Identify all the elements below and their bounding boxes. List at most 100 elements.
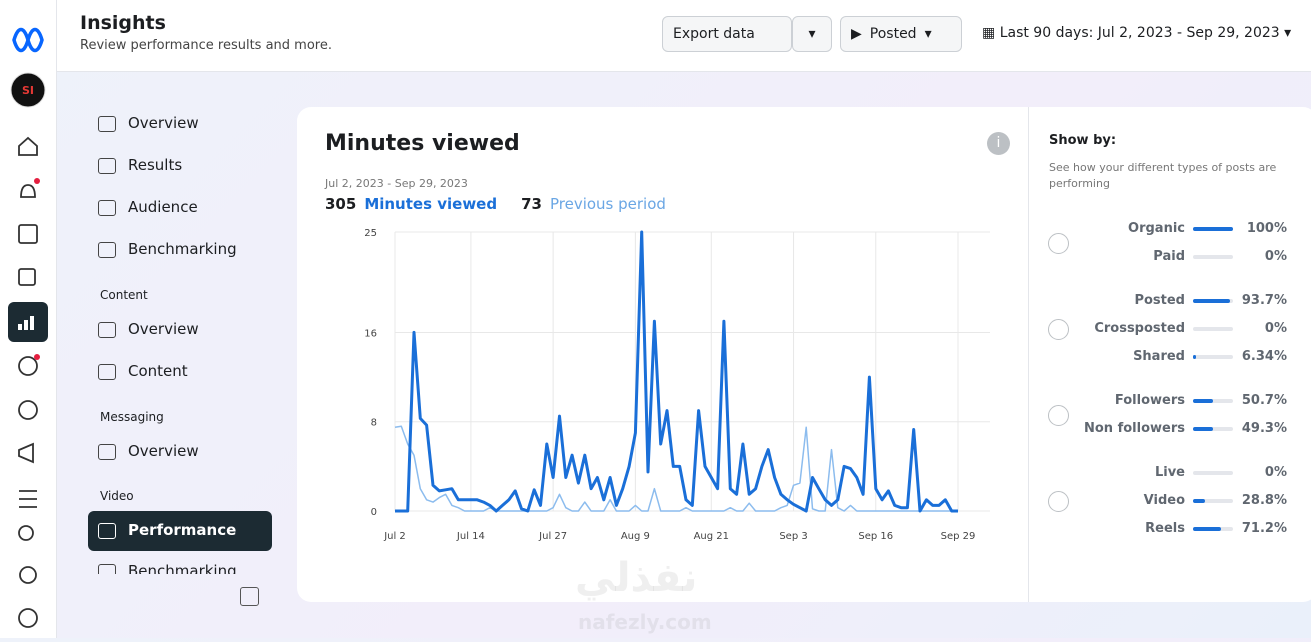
- row-label: Paid: [1153, 249, 1185, 264]
- nav-icon: [98, 364, 116, 380]
- nav-icon: [98, 564, 116, 574]
- row-value: 6.34%: [1241, 349, 1287, 364]
- nav-item[interactable]: Overview: [88, 310, 272, 350]
- show-by-title: Show by:: [1049, 133, 1117, 148]
- x-tick-label: Sep 3: [779, 531, 807, 542]
- bar: [1193, 355, 1196, 359]
- summary: 305 Minutes viewed 73 Previous period: [325, 195, 666, 213]
- nav-label: Results: [128, 156, 183, 174]
- nav-section-heading: Video: [100, 489, 134, 503]
- row-label: Non followers: [1084, 421, 1185, 436]
- filter-button[interactable]: ▶ Posted ▾: [840, 16, 962, 52]
- radio[interactable]: [1048, 233, 1069, 254]
- nav-item[interactable]: Audience: [88, 188, 272, 228]
- nav-icon: [98, 444, 116, 460]
- export-button[interactable]: Export data: [662, 16, 792, 52]
- series-line: [394, 425, 958, 512]
- chart-date: Jul 2, 2023 - Sep 29, 2023: [325, 177, 468, 190]
- help-icon[interactable]: [18, 608, 38, 628]
- nav-icon: [98, 523, 116, 539]
- show-by-description: See how your different types of posts ar…: [1049, 161, 1277, 190]
- legend-item[interactable]: Minutes viewed: [364, 195, 498, 213]
- page-avatar[interactable]: [10, 72, 46, 108]
- nav-item[interactable]: Results: [88, 146, 272, 186]
- nav-label: Overview: [128, 320, 199, 338]
- filter-label: Posted: [869, 26, 917, 42]
- bar: [1193, 427, 1213, 431]
- nav-item[interactable]: Content: [88, 352, 272, 392]
- bar-track: [1193, 499, 1233, 503]
- nav-item[interactable]: Performance: [88, 511, 272, 551]
- y-tick-label: 16: [364, 328, 377, 339]
- row-label: Crossposted: [1094, 321, 1185, 336]
- row-value: 93.7%: [1241, 293, 1287, 308]
- row-value: 100%: [1246, 221, 1287, 236]
- row-label: Followers: [1114, 393, 1185, 408]
- nav-item[interactable]: Overview: [88, 432, 272, 472]
- x-tick-label: Jul 27: [538, 531, 567, 542]
- table-icon[interactable]: [18, 224, 38, 244]
- nav-section-heading: Messaging: [100, 410, 164, 424]
- legend-item[interactable]: Previous period: [549, 195, 666, 213]
- nav-icon: [98, 116, 116, 132]
- row-label: Video: [1143, 493, 1185, 508]
- posts-icon[interactable]: [18, 268, 36, 286]
- icon-rail: SI: [0, 0, 57, 638]
- chart-title: Minutes viewed: [325, 131, 520, 156]
- nav-label: Audience: [128, 198, 198, 216]
- rail-icons: SI: [8, 27, 48, 628]
- row-value: 0%: [1264, 321, 1287, 336]
- export-menu[interactable]: ▾: [792, 16, 832, 52]
- card: Minutes viewed i Jul 2, 2023 - Sep 29, 2…: [297, 107, 1311, 602]
- bar-track: [1193, 327, 1233, 331]
- date-range-label: Last 90 days: Jul 2, 2023 - Sep 29, 2023: [999, 25, 1280, 41]
- x-tick-label: Sep 16: [858, 531, 893, 542]
- date-range[interactable]: ▦ Last 90 days: Jul 2, 2023 - Sep 29, 20…: [982, 25, 1292, 41]
- row-value: 0%: [1264, 465, 1287, 480]
- info-icon[interactable]: i: [987, 132, 1010, 155]
- nav-item[interactable]: Benchmarking: [88, 230, 272, 270]
- row-value: 71.2%: [1241, 521, 1287, 536]
- chart: 0 8 16 25 Jul 2 Jul 14 Jul 27 Aug 9 Aug 21 Sep 3 S…: [364, 228, 990, 542]
- y-tick-label: 8: [371, 418, 377, 429]
- search-icon[interactable]: [18, 525, 34, 541]
- bar: [1193, 299, 1231, 303]
- row-value: 50.7%: [1241, 393, 1287, 408]
- bar-track: [1193, 355, 1233, 359]
- x-tick-label: Aug 9: [621, 531, 650, 542]
- money-icon[interactable]: [18, 400, 38, 420]
- menu-icon[interactable]: [19, 490, 37, 508]
- row-label: Shared: [1133, 349, 1185, 364]
- bar: [1193, 527, 1222, 531]
- nav-label: Benchmarking: [128, 240, 237, 258]
- nav-icon: [98, 158, 116, 174]
- radio[interactable]: [1048, 491, 1069, 512]
- ads-icon[interactable]: [18, 442, 34, 464]
- svg-text:SI: SI: [22, 84, 34, 97]
- collapse-button[interactable]: [240, 587, 259, 606]
- row-label: Live: [1154, 465, 1185, 480]
- radio[interactable]: [1048, 319, 1069, 340]
- total: 73: [521, 195, 542, 213]
- bell-icon[interactable]: [20, 184, 36, 198]
- x-tick-label: Jul 2: [383, 531, 406, 542]
- settings-icon[interactable]: [19, 566, 37, 584]
- meta-logo[interactable]: [12, 27, 44, 53]
- bar-track: [1193, 471, 1233, 475]
- page-title: Insights: [80, 12, 166, 34]
- nav-item[interactable]: Benchmarking: [88, 562, 272, 574]
- radio[interactable]: [1048, 405, 1069, 426]
- page-subtitle: Review performance results and more.: [80, 38, 332, 53]
- nav-label: Performance: [128, 521, 237, 539]
- chat-icon[interactable]: [18, 356, 38, 376]
- nav-item[interactable]: Overview: [88, 104, 272, 144]
- row-value: 28.8%: [1241, 493, 1287, 508]
- watermark: nafezly.com: [578, 610, 712, 634]
- row-label: Posted: [1134, 293, 1185, 308]
- watermark: نفذلي: [575, 555, 698, 601]
- nav-section-heading: Content: [100, 288, 148, 302]
- row-label: Organic: [1128, 221, 1185, 236]
- home-icon[interactable]: [18, 136, 38, 156]
- nav-icon: [98, 242, 116, 258]
